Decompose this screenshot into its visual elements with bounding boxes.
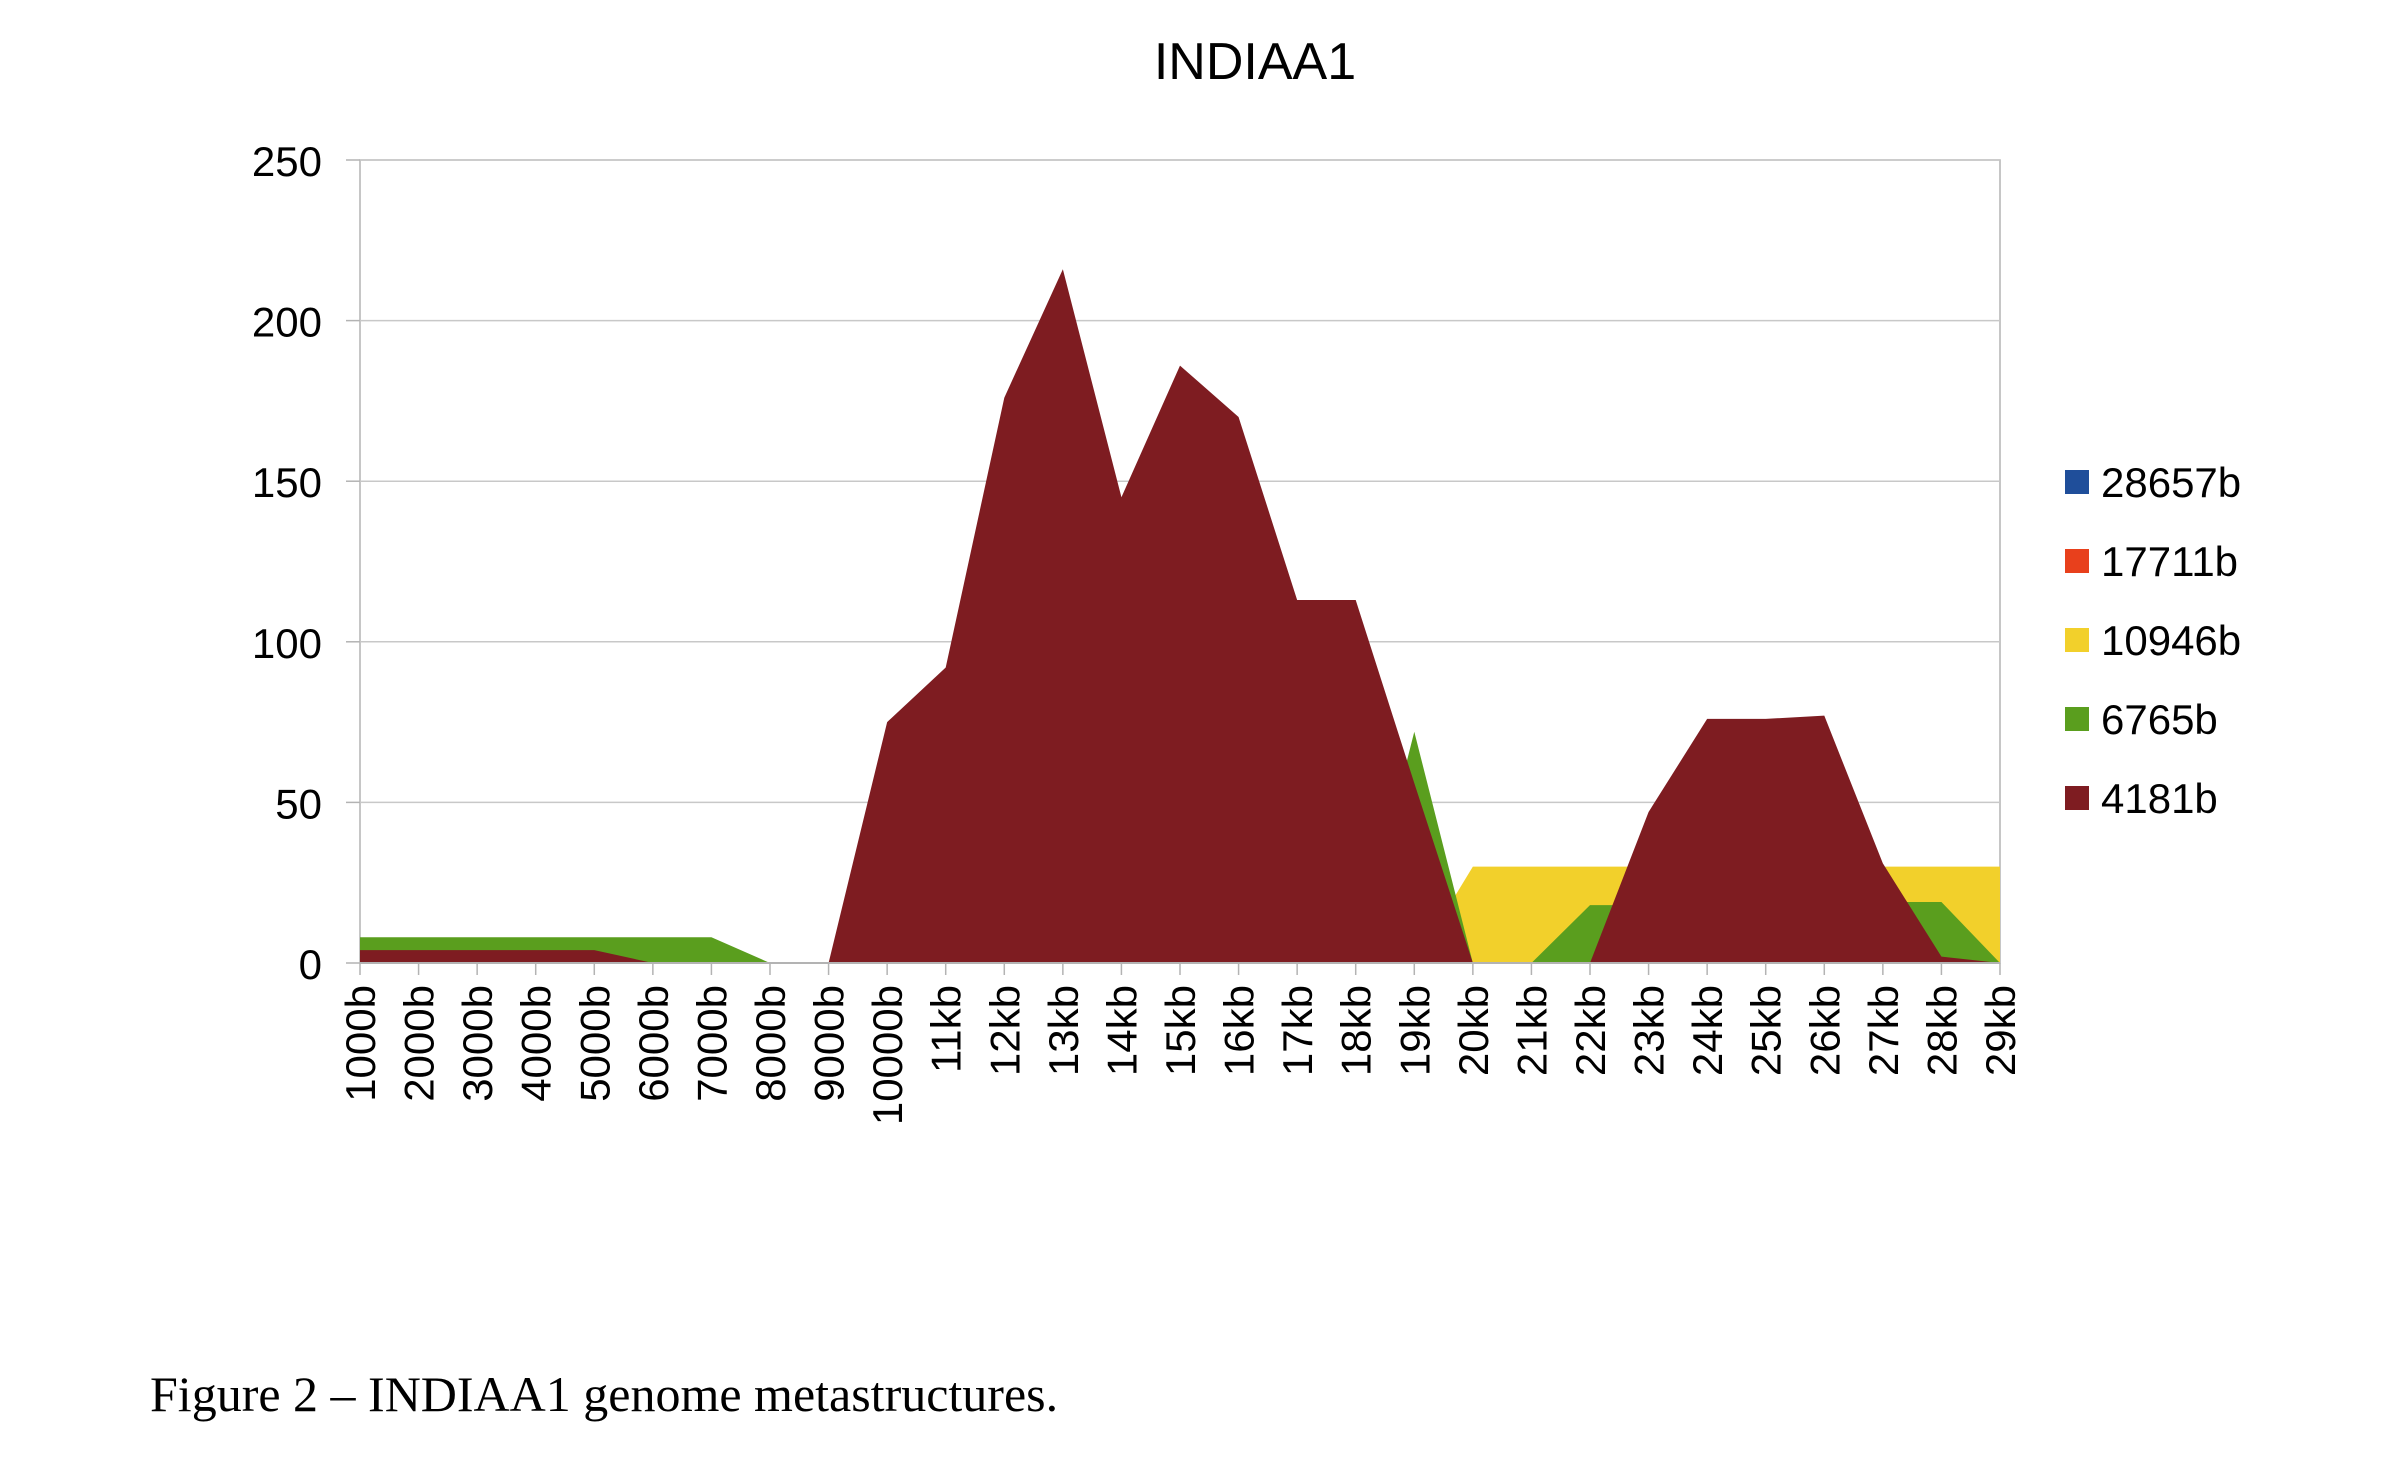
y-tick-label: 200 [252, 299, 322, 346]
x-tick-label: 6000b [630, 985, 677, 1102]
y-tick-label: 250 [252, 138, 322, 185]
legend-label-17711b: 17711b [2101, 538, 2238, 585]
x-tick-label: 14kb [1098, 985, 1145, 1076]
x-tick-label: 24kb [1684, 985, 1731, 1076]
x-tick-label: 23kb [1626, 985, 1673, 1076]
chart-title: INDIAA1 [1153, 33, 1357, 91]
y-tick-label: 50 [275, 780, 322, 827]
x-tick-label: 27kb [1860, 985, 1907, 1076]
x-tick-label: 17kb [1274, 985, 1321, 1076]
x-tick-label: 20kb [1450, 985, 1497, 1076]
x-tick-label: 21kb [1508, 985, 1555, 1076]
x-tick-label: 7000b [688, 985, 735, 1102]
x-tick-label: 18kb [1333, 985, 1380, 1076]
legend-swatch-28657b [2065, 470, 2089, 494]
x-tick-label: 1000b [337, 985, 384, 1102]
figure-caption: Figure 2 – INDIAA1 genome metastructures… [150, 1366, 1059, 1422]
x-tick-label: 3000b [454, 985, 501, 1102]
legend-swatch-10946b [2065, 628, 2089, 652]
x-tick-label: 8000b [747, 985, 794, 1102]
legend-label-28657b: 28657b [2101, 459, 2241, 506]
x-tick-label: 25kb [1743, 985, 1790, 1076]
x-tick-label: 26kb [1801, 985, 1848, 1076]
x-tick-label: 19kb [1391, 985, 1438, 1076]
x-tick-label: 4000b [513, 985, 560, 1102]
x-tick-label: 2000b [396, 985, 443, 1102]
y-tick-label: 100 [252, 620, 322, 667]
y-tick-label: 0 [299, 941, 322, 988]
legend-label-10946b: 10946b [2101, 617, 2241, 664]
x-tick-label: 5000b [571, 985, 618, 1102]
legend-swatch-6765b [2065, 707, 2089, 731]
x-tick-label: 29kb [1977, 985, 2024, 1076]
legend-label-4181b: 4181b [2101, 775, 2218, 822]
area-series-4181b [360, 269, 2000, 964]
x-tick-label: 10000b [864, 985, 911, 1125]
legend-swatch-4181b [2065, 786, 2089, 810]
y-tick-label: 150 [252, 459, 322, 506]
x-tick-label: 16kb [1216, 985, 1263, 1076]
x-tick-label: 22kb [1567, 985, 1614, 1076]
area-chart: 0 50 100 150 200 250 1000b 2000b 3000b 4000b 5000b… [252, 138, 2241, 1125]
x-tick-label: 11kb [923, 985, 970, 1073]
legend-swatch-17711b [2065, 549, 2089, 573]
x-tick-label: 15kb [1157, 985, 1204, 1076]
area-series-6765b [360, 731, 2000, 963]
legend-label-6765b: 6765b [2101, 696, 2218, 743]
x-tick-label: 13kb [1040, 985, 1087, 1076]
x-tick-label: 28kb [1918, 985, 1965, 1076]
x-tick-label: 12kb [981, 985, 1028, 1076]
x-tick-label: 9000b [806, 985, 853, 1102]
